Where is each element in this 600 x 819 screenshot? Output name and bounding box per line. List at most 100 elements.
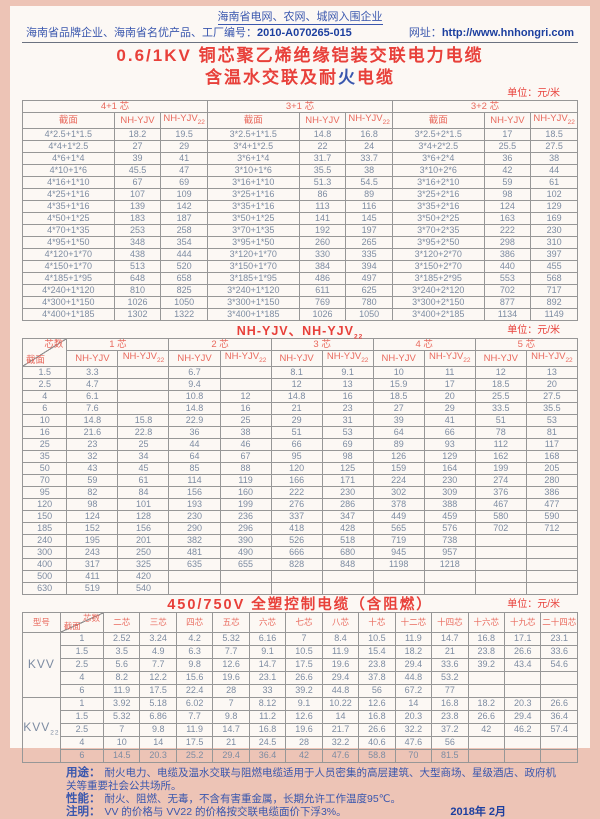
cell: 101 xyxy=(117,497,170,511)
cell: 7.6 xyxy=(66,401,119,415)
cell: 16.8 xyxy=(248,722,287,737)
cell: 8.4 xyxy=(321,631,360,646)
column-header: 三芯 xyxy=(139,611,177,633)
cell: 540 xyxy=(117,581,170,595)
cell: 9.1 xyxy=(285,696,323,711)
control-cable-caption: 450/750V 全塑控制电缆（含阻燃） 单位：元/米 xyxy=(22,597,578,612)
cell: 4.7 xyxy=(66,377,119,391)
cell: 568 xyxy=(530,271,578,285)
cell: 1218 xyxy=(423,557,476,571)
cell: 240 xyxy=(21,533,68,547)
cell: 4*2.5+1*1.5 xyxy=(22,127,115,141)
power-table-body: 4*2.5+1*1.5 18.2 19.5 3*2.5+1*1.5 14.8 16.8 3*… xyxy=(22,127,578,321)
cell xyxy=(474,557,527,571)
cell: 7 xyxy=(212,696,250,711)
cell: 70 xyxy=(21,473,68,487)
cell: 4 xyxy=(59,735,105,750)
cell: 3*120+2*70 xyxy=(391,247,485,261)
cell: 10.22 xyxy=(321,696,360,711)
table-row: 4*95+1*50 348 354 3*95+1*50 260 265 3*95+2*50 2… xyxy=(22,235,578,249)
power-cable-price-table: 4+1 芯 3+1 芯 3+2 芯截面 NH-YJV NH-YJV22 截面 NH-YJV N… xyxy=(22,100,579,321)
cell: 302 xyxy=(372,485,425,499)
cell: 139 xyxy=(113,199,162,213)
cell: 129 xyxy=(530,199,578,213)
cell: 3*70+2*35 xyxy=(391,223,485,237)
cell: 23.8 xyxy=(431,709,469,724)
cell: 3*35+1*16 xyxy=(206,199,300,213)
cell: 31 xyxy=(321,413,374,427)
cell: 11.2 xyxy=(248,709,287,724)
column-header: NH-YJV22 xyxy=(423,349,476,367)
cell: 53 xyxy=(321,425,374,439)
cell: 150 xyxy=(21,509,68,523)
cell: 59 xyxy=(66,473,119,487)
table-row: 1.5 5.32 6.86 7.7 9.8 11.2 12.6 14 16.8 20.3 23.8 2… xyxy=(23,709,578,724)
cell: 33.6 xyxy=(540,644,578,659)
cell: 17.5 xyxy=(285,657,323,672)
cell xyxy=(117,401,170,415)
page-title: 0.6/1KV 铜芯聚乙烯绝缘铠装交联电力电缆 xyxy=(116,46,484,65)
cell xyxy=(117,389,170,403)
cell: 265 xyxy=(345,235,393,249)
cell: 296 xyxy=(219,521,272,535)
cell: 3*150+2*70 xyxy=(391,259,485,273)
cell: 59 xyxy=(483,175,532,189)
column-header: 二芯 xyxy=(103,611,141,633)
cell: 46 xyxy=(219,437,272,451)
cell: 945 xyxy=(372,545,425,559)
cell: 467 xyxy=(474,497,527,511)
cell: 14.8 xyxy=(298,127,347,141)
corner-header: 芯数 截面 xyxy=(21,337,68,367)
cell: 14 xyxy=(394,696,433,711)
cell: 18.2 xyxy=(113,127,162,141)
cell: 15.9 xyxy=(372,377,425,391)
subtitle-part: 电缆 xyxy=(357,68,395,87)
cell: 6.02 xyxy=(175,696,214,711)
cell: 160 xyxy=(219,485,272,499)
cell: 702 xyxy=(483,283,532,297)
cell: 378 xyxy=(372,497,425,511)
cell: 51 xyxy=(474,413,527,427)
cell: 317 xyxy=(66,557,119,571)
website-url: http://www.hnhongri.com xyxy=(441,27,574,39)
cell: 444 xyxy=(160,247,208,261)
cell: 6 xyxy=(59,683,105,698)
cell: 1.5 xyxy=(59,709,105,724)
cell: 120 xyxy=(270,461,323,475)
cell: 400 xyxy=(21,557,68,571)
cell xyxy=(467,670,506,685)
group-header: 4+1 芯 xyxy=(22,100,208,113)
cell: 1198 xyxy=(372,557,425,571)
column-header-row: 型号 芯数 截面 二芯 三芯 四芯 五芯 六芯 七芯 八芯 十芯 十二芯 十四芯 十六芯 十九芯 二十四芯 xyxy=(22,611,578,633)
column-header: NH-YJV xyxy=(474,349,527,367)
column-header: NH-YJV22 xyxy=(160,112,208,129)
column-header: 截面 xyxy=(206,112,300,129)
cell: 28 xyxy=(212,683,250,698)
cell: 124 xyxy=(483,199,532,213)
cell: 4*70+1*35 xyxy=(22,223,115,237)
cell: 6.16 xyxy=(248,631,287,646)
table-row: 4*35+1*16 139 142 3*35+1*16 113 116 3*35+2*16 1… xyxy=(22,199,578,213)
cell: 4*25+1*16 xyxy=(22,187,115,201)
cell: 64 xyxy=(168,449,221,463)
cell: 635 xyxy=(168,557,221,571)
cell: 195 xyxy=(66,533,119,547)
cell: 386 xyxy=(525,485,579,499)
cell: 18.5 xyxy=(474,377,527,391)
cell: 45 xyxy=(117,461,170,475)
cell: 10.5 xyxy=(285,644,323,659)
cell: 28 xyxy=(285,735,323,750)
cell: 1.5 xyxy=(21,365,68,379)
cell: 114 xyxy=(168,473,221,487)
model-header: 型号 xyxy=(22,611,61,633)
cell xyxy=(168,581,221,595)
column-header: NH-YJV22 xyxy=(345,112,393,129)
cell xyxy=(540,683,578,698)
cell: 3.92 xyxy=(103,696,141,711)
cell: 335 xyxy=(345,247,393,261)
cell: 497 xyxy=(345,271,393,285)
table-row: 4*50+1*25 183 187 3*50+1*25 141 145 3*50+2*25 1… xyxy=(22,211,578,225)
cell: 5.18 xyxy=(139,696,177,711)
group-header: 3+2 芯 xyxy=(391,100,579,113)
